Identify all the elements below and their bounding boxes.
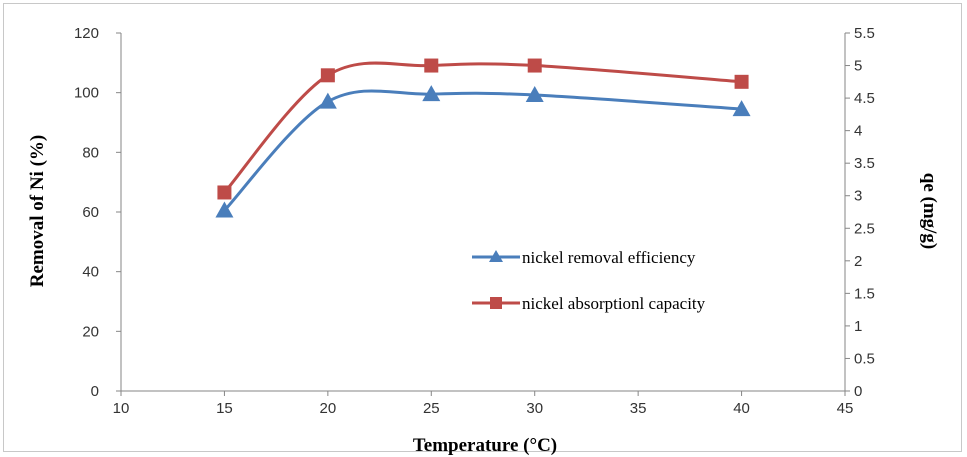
legend: nickel removal efficiency nickel absorpt… [472, 248, 706, 313]
data-point-triangle [732, 100, 751, 117]
y2-tick-label: 2.5 [854, 220, 875, 237]
data-point-square [424, 58, 439, 73]
x-tick-label: 20 [320, 400, 337, 417]
y-tick-label: 120 [74, 25, 99, 42]
y2-axis-title: qe (mg/g) [919, 173, 940, 250]
y2-tick-label: 5.5 [854, 25, 875, 42]
data-point-square [527, 58, 542, 73]
data-point-square [217, 185, 232, 200]
series-absorption-capacity [217, 58, 749, 200]
y2-tick-label: 5 [854, 58, 862, 75]
data-point-triangle [318, 92, 337, 109]
y2-tick-label: 1 [854, 318, 862, 335]
x-tick-label: 45 [837, 400, 854, 417]
y-axis-title: Removal of Ni (%) [27, 135, 48, 288]
data-point-triangle [422, 85, 441, 102]
y-tick-label: 80 [82, 144, 99, 161]
series-layer [215, 58, 751, 218]
y2-tick-label: 4 [854, 123, 862, 140]
data-point-square [734, 74, 749, 89]
y2-tick-label: 2 [854, 253, 862, 270]
data-point-square [320, 68, 335, 83]
axes [116, 32, 850, 396]
series-line [223, 61, 742, 194]
y2-tick-label: 4.5 [854, 90, 875, 107]
x-axis-title: Temperature (°C) [413, 435, 557, 456]
y-tick-label: 20 [82, 323, 99, 340]
y-tick-label: 0 [91, 383, 99, 400]
y2-tick-label: 0 [854, 383, 862, 400]
y-tick-label: 40 [82, 264, 99, 281]
legend-marker-square [490, 297, 502, 309]
y2-tick-label: 3 [854, 188, 862, 205]
legend-item-removal-efficiency: nickel removal efficiency [472, 248, 696, 267]
x-tick-label: 40 [733, 400, 750, 417]
legend-marker-triangle [489, 250, 503, 262]
tick-labels: 10 15 20 25 30 35 40 4502040608010012000.511.52… [74, 25, 875, 417]
x-tick-label: 10 [113, 400, 130, 417]
legend-item-absorption-capacity: nickel absorptionl capacity [472, 294, 706, 313]
y-tick-label: 100 [74, 85, 99, 102]
x-tick-label: 25 [423, 400, 440, 417]
y2-tick-label: 3.5 [854, 155, 875, 172]
legend-label-removal-efficiency: nickel removal efficiency [522, 248, 696, 267]
series-removal-efficiency [215, 85, 751, 218]
x-tick-label: 15 [216, 400, 233, 417]
y-tick-label: 60 [82, 204, 99, 221]
x-tick-label: 30 [526, 400, 543, 417]
data-point-triangle [525, 86, 544, 103]
chart-frame [3, 3, 962, 452]
series-line [223, 89, 742, 212]
legend-label-absorption-capacity: nickel absorptionl capacity [522, 294, 706, 313]
y2-tick-label: 0.5 [854, 350, 875, 367]
data-point-triangle [215, 201, 234, 218]
x-tick-label: 35 [630, 400, 647, 417]
y2-tick-label: 1.5 [854, 285, 875, 302]
